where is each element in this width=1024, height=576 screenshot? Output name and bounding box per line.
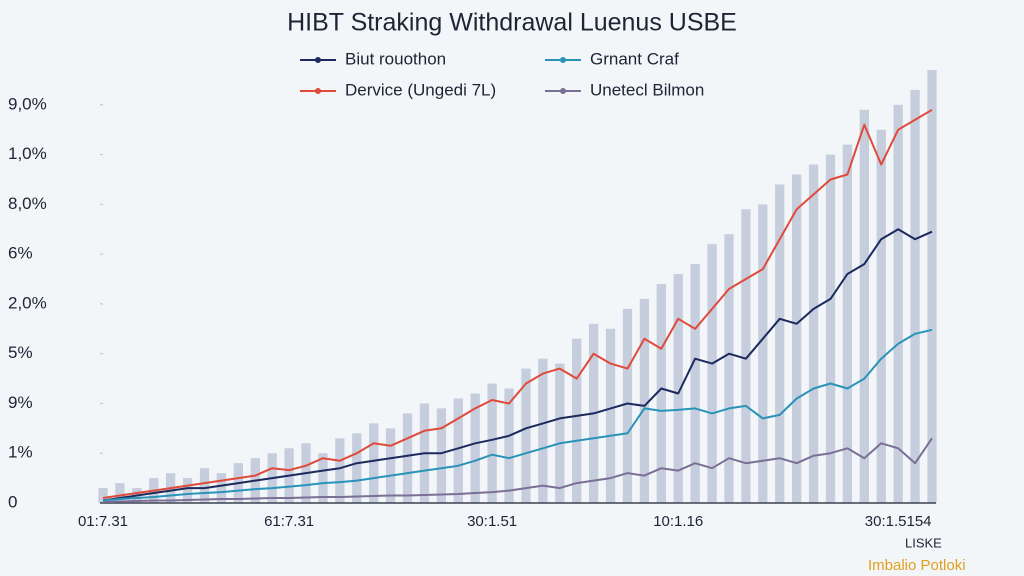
corner-label: LISKE <box>905 535 942 550</box>
background-bar <box>639 298 650 503</box>
x-tick-label: 30:1.5154 <box>865 513 932 530</box>
legend-marker <box>560 57 566 63</box>
legend-label: Unetecl Bilmon <box>590 80 704 99</box>
series-line <box>102 228 933 502</box>
background-bar <box>555 363 565 503</box>
legend-label: Grnant Craf <box>590 49 679 68</box>
series-line <box>102 328 933 502</box>
background-bar <box>538 358 548 503</box>
y-tick-label: 1% <box>8 443 33 462</box>
background-bar <box>572 338 582 503</box>
background-bar <box>504 388 514 503</box>
background-bar <box>893 104 903 504</box>
background-bar <box>656 284 666 503</box>
background-bar <box>182 478 193 503</box>
background-bar <box>352 433 362 503</box>
background-bar <box>521 368 531 503</box>
background-bar <box>707 244 717 503</box>
watermark: Imbalio Potloki <box>868 557 966 574</box>
background-bar <box>842 144 853 504</box>
background-bar <box>436 408 447 503</box>
y-tick-label: 2,0% <box>8 293 47 312</box>
x-tick-label: 10:1.16 <box>653 513 703 530</box>
background-bar <box>470 393 480 503</box>
background-bar <box>98 488 108 503</box>
y-tick-label: 9% <box>8 393 33 412</box>
y-tick-label: 0 <box>8 492 17 511</box>
background-bar <box>792 174 802 503</box>
background-bar <box>808 164 819 503</box>
legend-marker <box>560 88 566 94</box>
background-bar <box>825 154 836 503</box>
legend-marker <box>315 88 321 94</box>
background-bar <box>859 109 869 503</box>
legend-label: Biut rouothon <box>345 49 446 68</box>
background-bar <box>910 89 920 504</box>
series-line <box>102 108 933 499</box>
background-bar <box>690 264 700 503</box>
background-bar <box>385 428 396 503</box>
background-bar <box>775 184 785 504</box>
background-bar <box>402 413 413 503</box>
background-bar <box>927 69 937 504</box>
background-bar <box>199 468 210 503</box>
background-bar <box>605 328 616 503</box>
y-tick-label: 9,0% <box>8 94 47 113</box>
background-bar <box>673 274 683 503</box>
background-bar <box>115 483 125 503</box>
y-tick-label: 6% <box>8 244 33 263</box>
x-tick-label: 61:7.31 <box>264 513 314 530</box>
legend-label: Dervice (Ungedi 7L) <box>345 80 496 99</box>
y-tick-label: 5% <box>8 343 33 362</box>
background-bar <box>335 438 345 503</box>
background-bar <box>487 383 497 503</box>
background-bar <box>318 453 328 503</box>
y-tick-label: 1,0% <box>8 144 47 163</box>
background-bar <box>741 209 751 503</box>
background-bar <box>216 473 227 503</box>
background-bar <box>453 398 463 503</box>
y-tick-label: 8,0% <box>8 194 47 213</box>
series-line <box>102 437 933 503</box>
x-tick-label: 01:7.31 <box>78 513 128 530</box>
background-bar <box>369 423 379 503</box>
background-bar <box>724 234 734 503</box>
background-bar <box>876 129 886 504</box>
legend-marker <box>315 57 321 63</box>
chart-title: HIBT Straking Withdrawal Luenus USBE <box>287 9 737 37</box>
background-bar <box>622 308 633 503</box>
x-tick-label: 30:1.51 <box>467 513 517 530</box>
background-bar <box>758 204 768 503</box>
